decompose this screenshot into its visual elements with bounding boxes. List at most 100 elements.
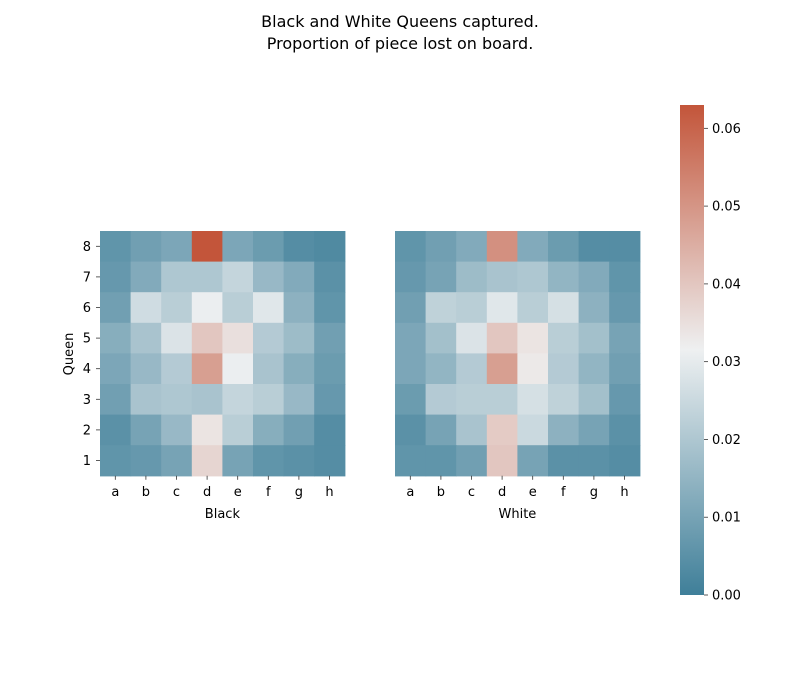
heatmap-cell-a8	[395, 231, 427, 263]
heatmap-cell-f6	[253, 292, 285, 324]
heatmap-cell-e7	[222, 261, 254, 293]
heatmap-cell-h4	[314, 353, 346, 385]
heatmap-cell-b6	[425, 292, 457, 324]
chart-title-line-2: Proportion of piece lost on board.	[267, 34, 534, 53]
colorbar-tick-label: 0.02	[712, 433, 741, 448]
y-tick-label: 6	[83, 301, 91, 316]
x-tick-label: c	[173, 485, 180, 500]
heatmap-cell-e4	[222, 353, 254, 385]
x-tick-label: b	[437, 485, 445, 500]
x-tick-label: c	[468, 485, 475, 500]
heatmap-cell-g4	[283, 353, 315, 385]
heatmap-cell-e4	[517, 353, 549, 385]
heatmap-cell-h6	[314, 292, 346, 324]
colorbar: 0.00 0.01 0.02 0.03 0.04 0.05 0.06	[680, 105, 741, 604]
heatmap-cell-f6	[548, 292, 580, 324]
heatmap-cell-a6	[100, 292, 132, 324]
heatmap-cell-f3	[548, 384, 580, 416]
heatmap-cell-h2	[609, 414, 641, 446]
heatmap-cell-e7	[517, 261, 549, 293]
y-tick-label: 2	[83, 423, 91, 438]
heatmap-cell-b7	[425, 261, 457, 293]
heatmap-cell-g8	[283, 231, 315, 263]
heatmap-cell-d5	[191, 322, 223, 354]
heatmap-cell-c7	[456, 261, 488, 293]
heatmap-cell-g6	[283, 292, 315, 324]
heatmap-cell-e5	[222, 322, 254, 354]
heatmap-cell-c5	[456, 322, 488, 354]
heatmap-cell-c4	[456, 353, 488, 385]
heatmap-cell-a2	[100, 414, 132, 446]
x-tick-label: d	[498, 485, 506, 500]
heatmap-cell-b1	[130, 445, 162, 477]
x-tick-label: h	[620, 485, 628, 500]
heatmap-cell-d3	[486, 384, 518, 416]
heatmap-cell-d8	[191, 231, 223, 263]
heatmap-cell-e2	[222, 414, 254, 446]
heatmap-cell-b8	[130, 231, 162, 263]
heatmap-cell-e3	[517, 384, 549, 416]
heatmap-cell-c1	[456, 445, 488, 477]
heatmap-cell-h7	[609, 261, 641, 293]
y-tick-label: 7	[83, 270, 91, 285]
heatmap-cell-e8	[222, 231, 254, 263]
heatmap-cell-a4	[100, 353, 132, 385]
heatmap-cell-g7	[578, 261, 610, 293]
heatmap-cell-a1	[395, 445, 427, 477]
heatmap-cell-f4	[548, 353, 580, 385]
heatmap-cell-f1	[548, 445, 580, 477]
heatmap-cell-a6	[395, 292, 427, 324]
heatmap-cell-g6	[578, 292, 610, 324]
y-tick-label: 3	[83, 393, 91, 408]
heatmap-cell-c8	[456, 231, 488, 263]
heatmap-cell-b1	[425, 445, 457, 477]
heatmap-cell-d1	[191, 445, 223, 477]
heatmap-cell-d7	[486, 261, 518, 293]
heatmap-cell-h7	[314, 261, 346, 293]
colorbar-tick-label: 0.05	[712, 200, 741, 215]
heatmap-cell-f8	[253, 231, 285, 263]
heatmap-cell-b3	[130, 384, 162, 416]
heatmap-cell-g5	[578, 322, 610, 354]
heatmap-cell-c2	[456, 414, 488, 446]
heatmap-cell-h1	[314, 445, 346, 477]
heatmap-cell-a8	[100, 231, 132, 263]
y-tick-label: 1	[83, 454, 91, 469]
colorbar-tick-label: 0.03	[712, 355, 741, 370]
x-tick-label: e	[234, 485, 242, 500]
heatmap-cell-g7	[283, 261, 315, 293]
heatmap-cell-b8	[425, 231, 457, 263]
heatmap-cell-a3	[100, 384, 132, 416]
heatmap-cell-a5	[395, 322, 427, 354]
heatmap-cell-h8	[314, 231, 346, 263]
heatmap-cell-b3	[425, 384, 457, 416]
heatmap-cell-e1	[222, 445, 254, 477]
heatmap-cell-b7	[130, 261, 162, 293]
heatmap-cell-h3	[314, 384, 346, 416]
x-tick-label: g	[295, 485, 303, 500]
heatmap-cell-g3	[283, 384, 315, 416]
heatmap-cell-e3	[222, 384, 254, 416]
heatmap-cell-d2	[486, 414, 518, 446]
heatmap-cell-d6	[191, 292, 223, 324]
y-tick-label: 5	[83, 332, 91, 347]
heatmap-cell-b5	[130, 322, 162, 354]
heatmap-cell-f2	[548, 414, 580, 446]
heatmap-cell-d7	[191, 261, 223, 293]
heatmap-cell-h1	[609, 445, 641, 477]
x-tick-label: a	[111, 485, 119, 500]
heatmap-cell-c8	[161, 231, 193, 263]
heatmap-cell-g4	[578, 353, 610, 385]
heatmap-cell-b4	[130, 353, 162, 385]
heatmap-cell-f2	[253, 414, 285, 446]
heatmap-cell-a1	[100, 445, 132, 477]
heatmap-cell-g2	[283, 414, 315, 446]
heatmap-cell-d4	[191, 353, 223, 385]
heatmap-cell-c6	[456, 292, 488, 324]
heatmap-cell-d8	[486, 231, 518, 263]
heatmap-cell-a7	[395, 261, 427, 293]
heatmap-cell-c5	[161, 322, 193, 354]
heatmap-cell-c2	[161, 414, 193, 446]
heatmap-cell-c7	[161, 261, 193, 293]
heatmap-cell-h6	[609, 292, 641, 324]
